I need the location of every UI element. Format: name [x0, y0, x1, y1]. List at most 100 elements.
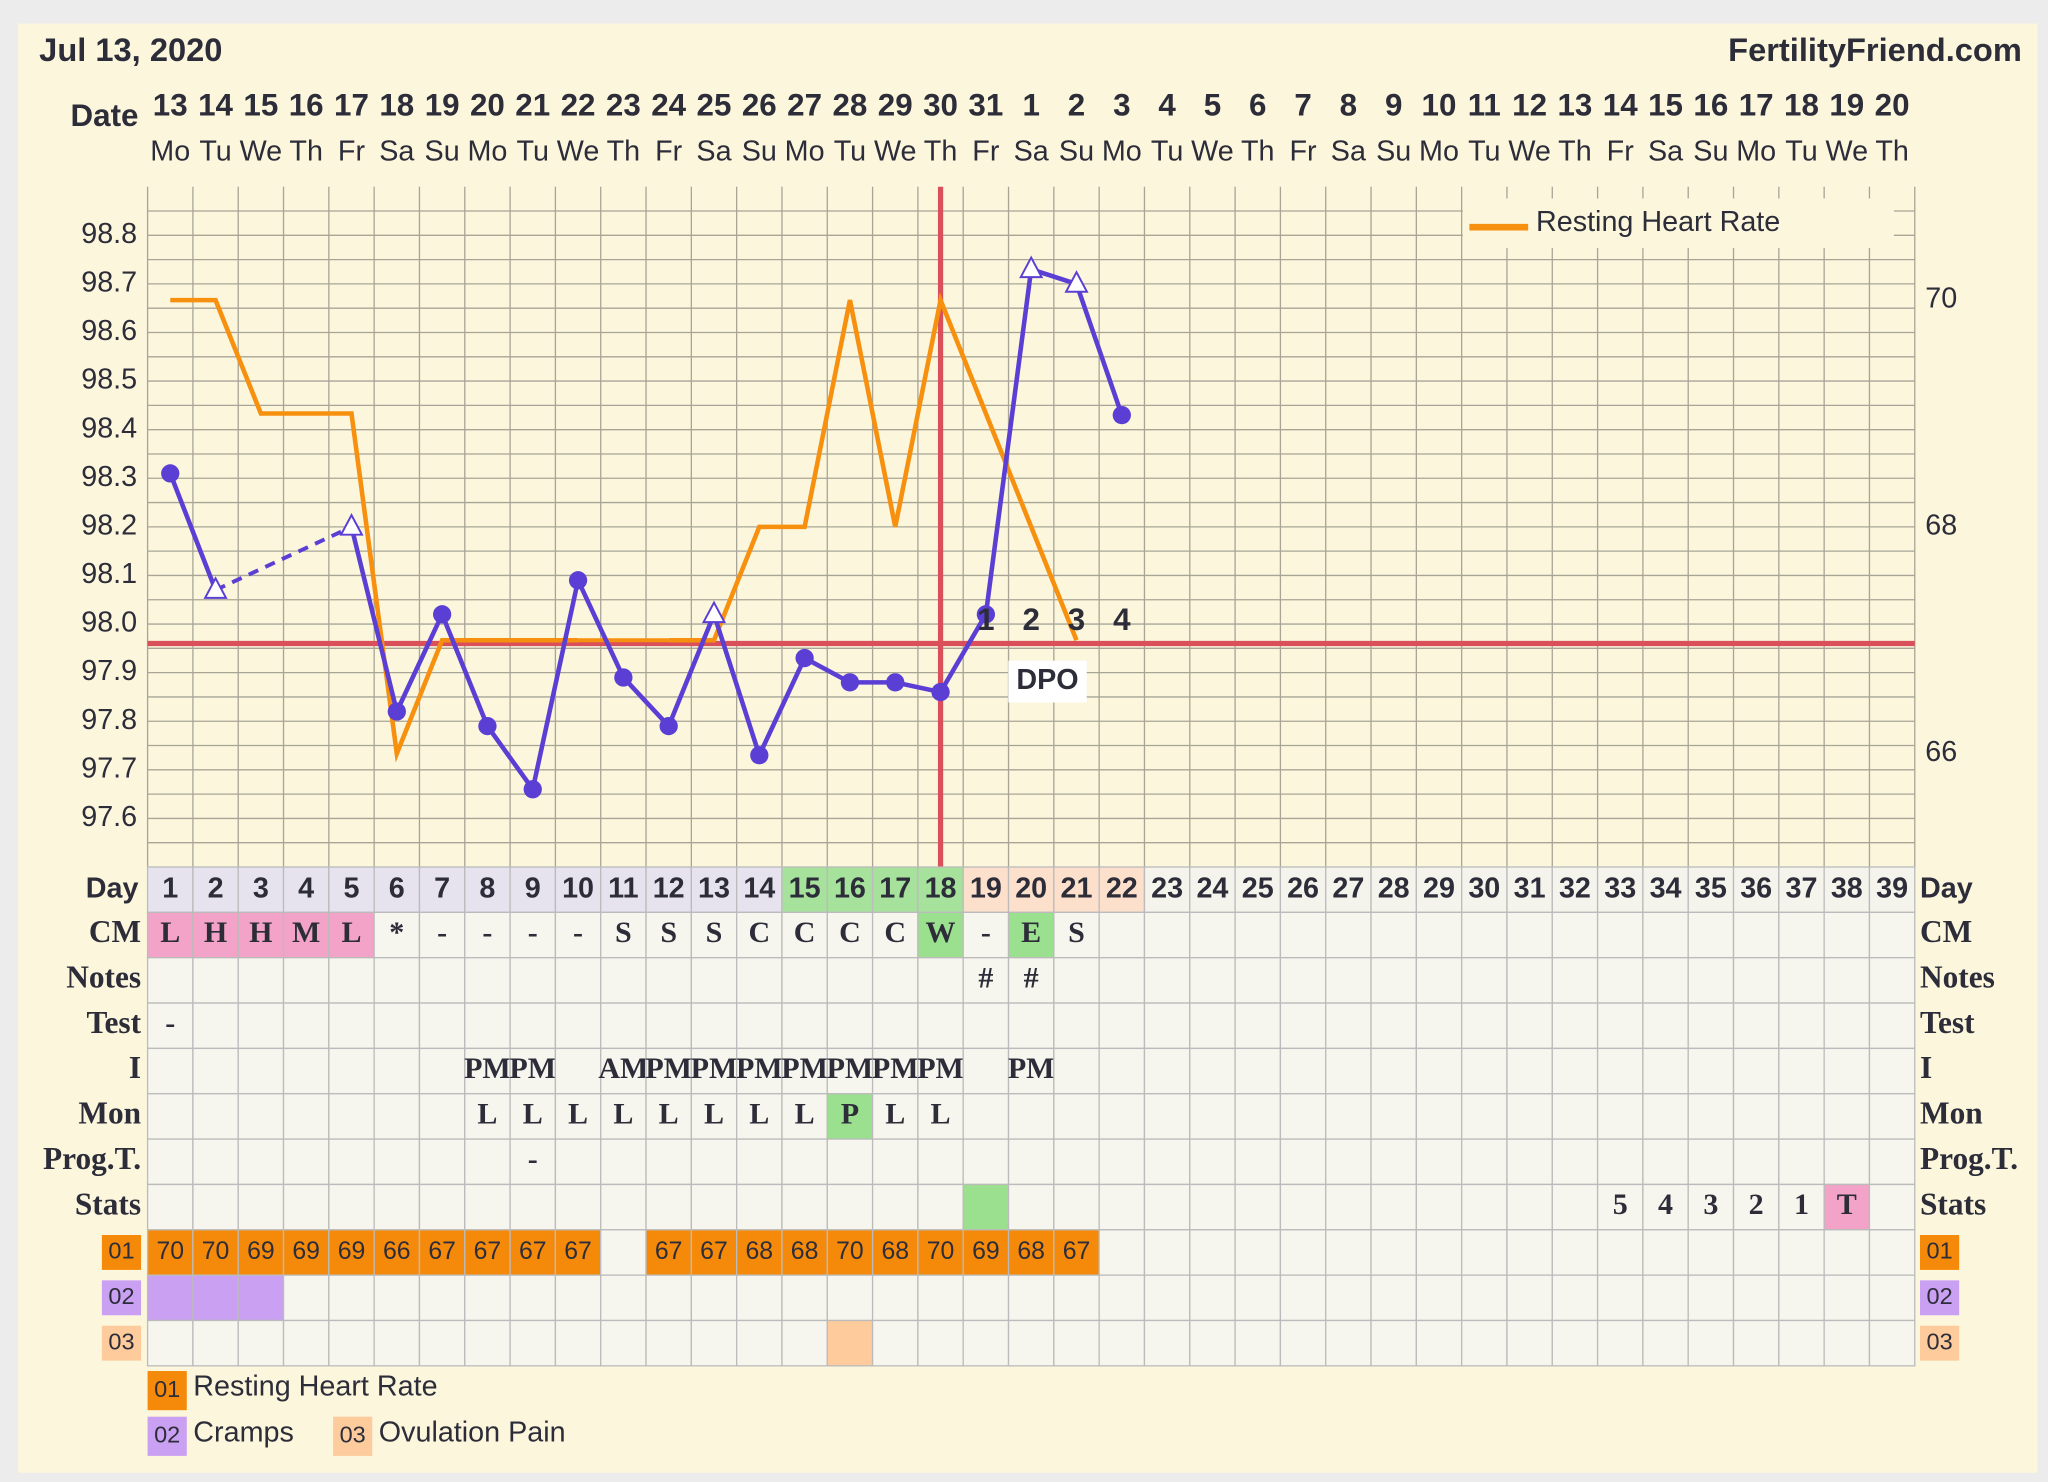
cell-text: PM: [917, 1052, 964, 1085]
symptom-cell: [1778, 1229, 1825, 1276]
weekday-label: Sa: [696, 135, 731, 167]
table-cell: [1778, 957, 1825, 1004]
point-marker: [795, 648, 814, 668]
y2-tick-label: 66: [1925, 736, 1957, 768]
cell-text: -: [573, 916, 583, 949]
weekday-label: Th: [1875, 135, 1909, 167]
symptom-cell: [1506, 1229, 1553, 1276]
date-label: 8: [1340, 87, 1357, 122]
symptom-cell: [282, 1319, 330, 1367]
day-cell: [192, 866, 239, 914]
table-cell: [1370, 1047, 1417, 1095]
date-label: 1: [1022, 87, 1039, 122]
day-number: 32: [1559, 872, 1591, 904]
table-cell: [1325, 1183, 1372, 1231]
cell-text: PM: [645, 1052, 692, 1085]
day-number: 20: [1015, 872, 1047, 904]
cell-text: L: [568, 1097, 588, 1130]
day-number: 13: [698, 872, 730, 904]
date-label: 12: [1512, 87, 1547, 122]
row-label: Test: [86, 1005, 141, 1040]
symptom-cell: [192, 1229, 239, 1276]
day-number: 4: [298, 872, 314, 904]
point-marker: [614, 668, 633, 687]
symptom-cell: [1143, 1319, 1191, 1367]
cell-text: PM: [464, 1052, 511, 1085]
symptom-cell: [645, 1319, 692, 1367]
table-cell: [1642, 911, 1689, 959]
symptom-cell: [328, 1319, 375, 1367]
table-cell: [1053, 957, 1100, 1004]
table-cell: [1823, 911, 1871, 959]
table-cell: [554, 1047, 602, 1095]
table-cell: [1189, 957, 1236, 1004]
cell-text: H: [249, 916, 272, 949]
date-label: 18: [1784, 87, 1819, 122]
cell-text: L: [160, 916, 180, 949]
date-label: 18: [379, 87, 414, 122]
table-cell: [1687, 1093, 1735, 1140]
code-label: 02: [1927, 1283, 1953, 1309]
day-number: 5: [344, 872, 360, 904]
table-cell: [736, 911, 783, 959]
table-cell: [781, 1138, 828, 1186]
table-cell: [645, 957, 692, 1004]
table-cell: [1823, 1002, 1871, 1050]
table-cell: [1415, 1183, 1463, 1231]
table-cell: [1460, 1047, 1508, 1095]
table-cell: [962, 911, 1010, 959]
symptom-cell: [1506, 1274, 1553, 1322]
day-number: 15: [789, 872, 821, 904]
point-marker: [1064, 270, 1089, 293]
code-box: [1920, 1325, 1960, 1361]
date-label: 19: [425, 87, 460, 122]
symptom-cell: [418, 1274, 466, 1322]
cell-text: 4: [1658, 1188, 1673, 1221]
chart-date: Jul 13, 2020: [39, 31, 222, 68]
table-cell: [1143, 957, 1191, 1004]
symptom-cell: [1098, 1319, 1146, 1367]
cell-text: M: [292, 916, 320, 949]
table-cell: [1551, 1002, 1599, 1050]
symptom-value: 70: [927, 1238, 955, 1265]
table-cell: [962, 1093, 1010, 1140]
dpo-number: 1: [977, 602, 994, 637]
table-cell: [418, 1002, 466, 1050]
weekday-label: Su: [1376, 135, 1411, 167]
table-cell: [1279, 1047, 1327, 1095]
symptom-cell: [1551, 1229, 1599, 1276]
cell-text: AM: [598, 1052, 648, 1085]
symptom-cell: [1687, 1274, 1735, 1322]
date-label: 15: [1648, 87, 1683, 122]
symptom-cell: [736, 1274, 783, 1322]
symptom-cell: [1053, 1319, 1100, 1367]
dpo-number: 3: [1068, 602, 1085, 637]
day-cell: [554, 866, 602, 914]
weekday-label: We: [240, 135, 283, 167]
symptom-cell: [192, 1274, 239, 1322]
day-cell: [328, 866, 375, 914]
table-cell: [509, 957, 557, 1004]
table-cell: [1143, 1138, 1191, 1186]
code-box: [1920, 1280, 1960, 1316]
cell-text: E: [1021, 916, 1041, 949]
symptom-cell: [871, 1274, 919, 1322]
table-cell: [1506, 1047, 1553, 1095]
symptom-cell: [1415, 1274, 1463, 1322]
table-cell: [1234, 1093, 1282, 1140]
date-label: 26: [742, 87, 777, 122]
table-cell: [962, 957, 1010, 1004]
table-cell: [871, 957, 919, 1004]
table-cell: [1007, 1138, 1055, 1186]
symptom-cell: [781, 1319, 828, 1367]
cell-text: -: [437, 916, 447, 949]
site-name: FertilityFriend.com: [1728, 31, 2022, 68]
date-label: 16: [289, 87, 324, 122]
day-cell: [1415, 866, 1463, 914]
table-cell: [146, 1183, 194, 1231]
table-cell: [373, 1093, 421, 1140]
date-label: 24: [651, 87, 686, 122]
date-label: 6: [1249, 87, 1266, 122]
day-number: 26: [1287, 872, 1319, 904]
weekday-label: We: [1191, 135, 1234, 167]
